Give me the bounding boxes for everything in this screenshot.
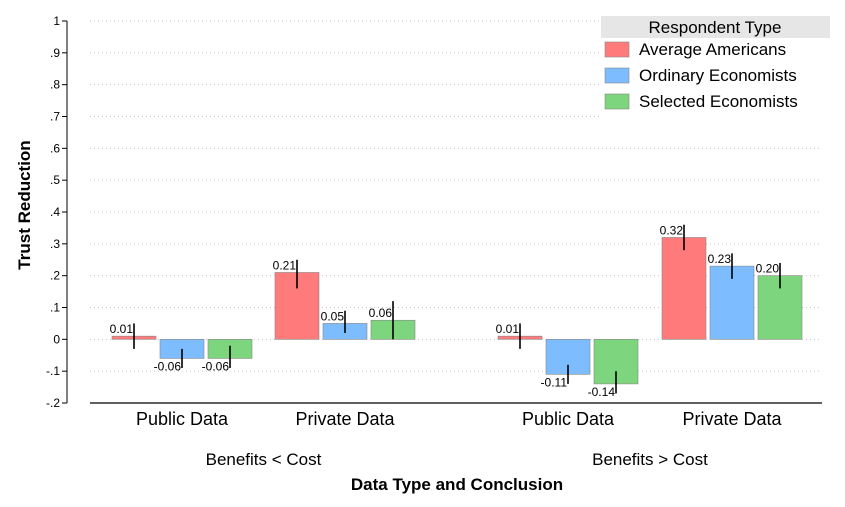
y-tick-label: .7 bbox=[50, 110, 60, 124]
x-axis: Public Data Private Data Public Data Privat… bbox=[90, 402, 822, 469]
legend: Respondent Type Average Americans Ordinar… bbox=[601, 16, 830, 118]
y-tick-label: .2 bbox=[50, 269, 60, 283]
data-label: 0.01 bbox=[496, 322, 520, 336]
data-label: 0.20 bbox=[756, 262, 780, 276]
y-tick-label: .4 bbox=[50, 205, 60, 219]
legend-body-background bbox=[601, 38, 830, 118]
x-axis-title: Data Type and Conclusion bbox=[351, 475, 563, 494]
data-label: 0.06 bbox=[369, 306, 393, 320]
data-label: 0.23 bbox=[708, 252, 732, 266]
y-tick-label: .1 bbox=[50, 301, 60, 315]
y-tick-label: .3 bbox=[50, 237, 60, 251]
y-tick-label: 1 bbox=[53, 14, 60, 28]
legend-swatch bbox=[604, 67, 630, 84]
legend-swatch bbox=[604, 41, 630, 58]
legend-title-background bbox=[601, 16, 830, 38]
group-label: Benefits > Cost bbox=[592, 450, 708, 469]
bar bbox=[661, 237, 707, 340]
category-label: Public Data bbox=[522, 409, 615, 429]
y-tick-label: .9 bbox=[50, 46, 60, 60]
data-label: -0.06 bbox=[154, 359, 182, 373]
bars: 0.01 0.21 0.01 0.32 -0.06 0.05 -0.11 0.23 -0.06 0… bbox=[110, 223, 803, 399]
legend-label: Selected Economists bbox=[639, 92, 798, 111]
group-label: Benefits < Cost bbox=[206, 450, 322, 469]
category-label: Public Data bbox=[136, 409, 229, 429]
legend-label: Average Americans bbox=[639, 40, 786, 59]
data-label: -0.11 bbox=[541, 375, 568, 389]
legend-swatch bbox=[604, 93, 630, 110]
data-label: -0.06 bbox=[202, 359, 230, 373]
legend-items: Average Americans Ordinary Economists Sele… bbox=[604, 40, 798, 111]
y-tick-label: .6 bbox=[50, 141, 60, 155]
legend-title: Respondent Type bbox=[649, 18, 782, 37]
y-tick-label: -.2 bbox=[46, 396, 60, 410]
y-tick-label: -.1 bbox=[46, 364, 60, 378]
y-tick-label: .8 bbox=[50, 78, 60, 92]
y-tick-label: 0 bbox=[53, 332, 60, 346]
category-label: Private Data bbox=[682, 409, 782, 429]
data-label: 0.01 bbox=[110, 322, 134, 336]
legend-label: Ordinary Economists bbox=[639, 66, 797, 85]
data-label: -0.14 bbox=[588, 385, 616, 399]
y-tick-label: .5 bbox=[50, 173, 60, 187]
data-label: 0.05 bbox=[321, 309, 345, 323]
data-label: 0.32 bbox=[660, 223, 684, 237]
category-label: Private Data bbox=[295, 409, 395, 429]
y-axis: -.2 -.1 0 .1 .2 .3 .4 .5 .6 .7 .8 .9 1 bbox=[46, 14, 68, 410]
data-label: 0.21 bbox=[273, 258, 297, 272]
y-axis-title: Trust Reduction bbox=[15, 140, 34, 269]
